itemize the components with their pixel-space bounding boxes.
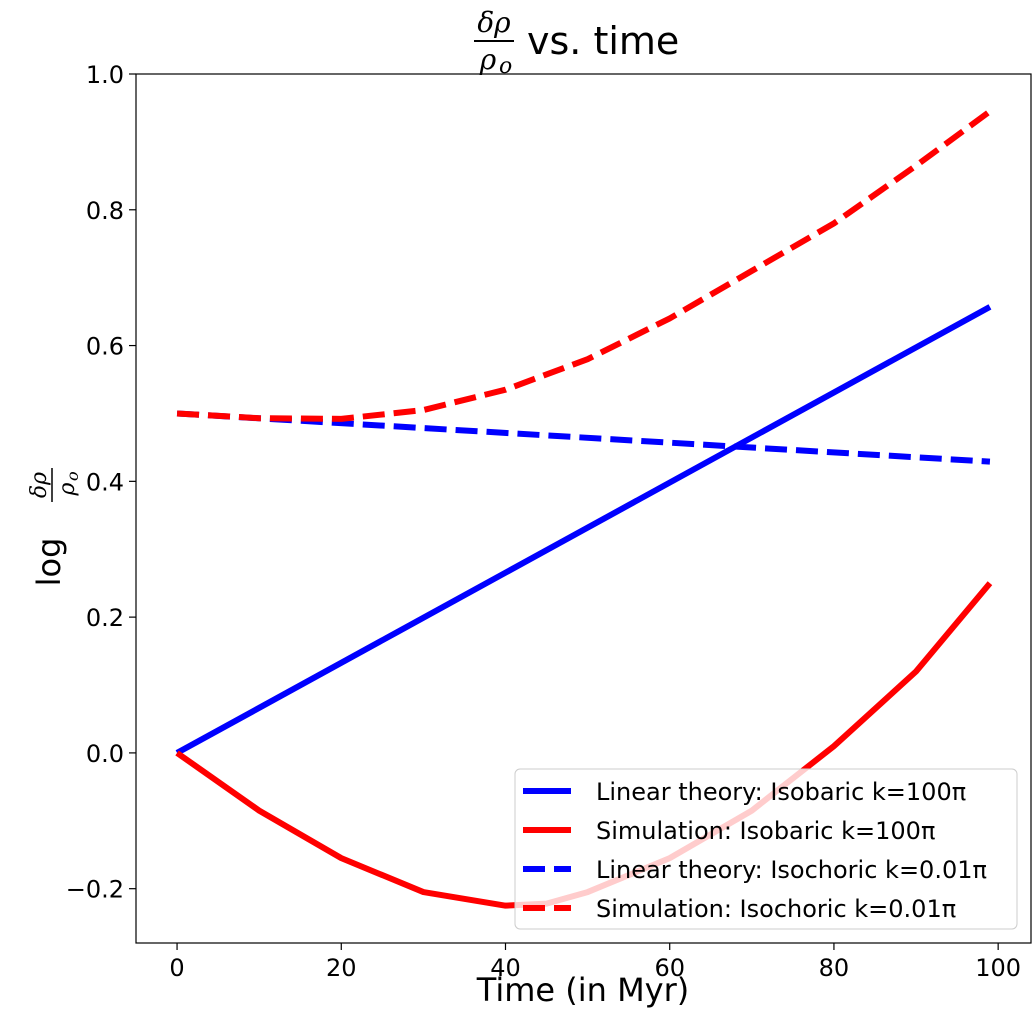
x-tick-label: 100 [975, 954, 1021, 982]
x-axis-ticks: 0 20 40 60 80 100 [169, 943, 1021, 982]
series-linear-theory-isobaric-k-100 [175, 304, 992, 756]
y-axis-fraction-denominator: ρ [55, 482, 80, 496]
y-axis-title-prefix: log [30, 538, 68, 587]
x-tick-label: 60 [654, 954, 685, 982]
y-axis-fraction-numerator: δρ [27, 472, 52, 498]
title-fraction-denominator: ρ [479, 43, 497, 76]
y-axis-title: log δρ ρ o [27, 468, 82, 586]
chart-title: δρ ρ o vs. time [474, 6, 679, 79]
plot-frame [135, 73, 1032, 944]
series-simulation-isochoric-k-0-01 [176, 108, 992, 422]
y-tick-label: 0.2 [86, 604, 124, 632]
x-tick-label: 20 [326, 954, 357, 982]
title-fraction-numerator: δρ [477, 6, 511, 39]
title-suffix: vs. time [527, 19, 679, 63]
y-tick-label: −0.2 [66, 876, 124, 904]
title-fraction-denominator-sub: o [499, 54, 512, 79]
x-tick-label: 0 [169, 954, 184, 982]
legend: Linear theory: Isobaric k=100π Simulation… [514, 768, 1018, 930]
y-tick-label: 0.8 [86, 197, 124, 225]
x-tick-label: 80 [819, 954, 850, 982]
y-tick-label: 1.0 [86, 61, 124, 89]
y-tick-label: 0.0 [86, 740, 124, 768]
x-axis-title: Time (in Myr) [476, 971, 690, 1009]
legend-label: Linear theory: Isochoric k=0.01π [596, 856, 987, 884]
legend-label: Linear theory: Isobaric k=100π [596, 778, 966, 806]
y-axis-fraction-denominator-sub: o [63, 471, 82, 481]
y-axis-ticks: −0.2 0.0 0.2 0.4 0.6 0.8 1.0 [66, 61, 136, 904]
y-tick-label: 0.6 [86, 333, 124, 361]
legend-label: Simulation: Isobaric k=100π [596, 817, 935, 845]
y-tick-label: 0.4 [86, 468, 124, 496]
x-tick-label: 40 [490, 954, 521, 982]
legend-box [514, 768, 1018, 930]
legend-label: Simulation: Isochoric k=0.01π [596, 895, 956, 923]
